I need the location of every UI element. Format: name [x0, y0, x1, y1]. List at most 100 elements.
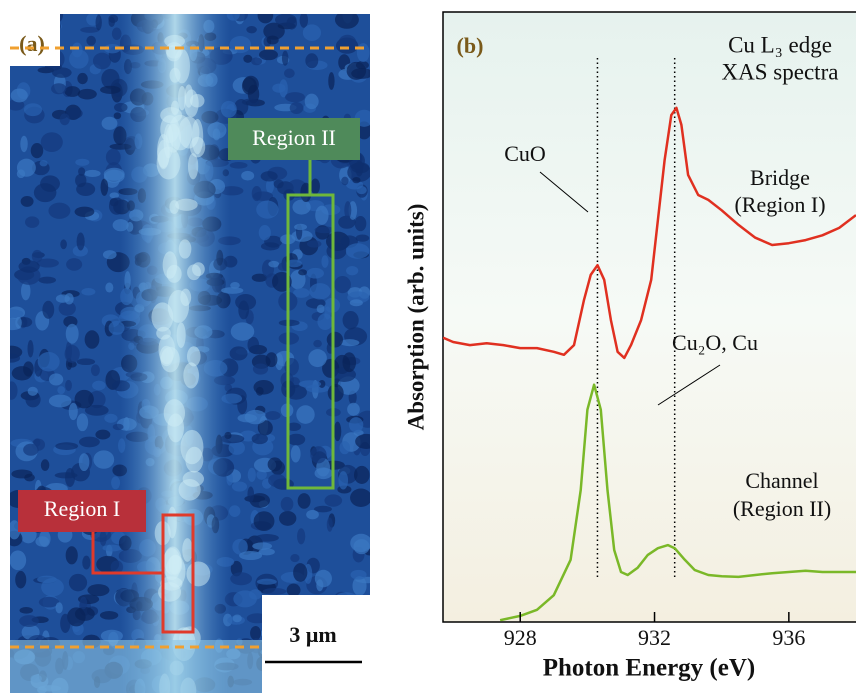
texture — [334, 422, 342, 442]
texture — [242, 99, 259, 106]
texture — [347, 403, 360, 416]
texture — [297, 528, 305, 544]
texture — [259, 225, 271, 240]
x-tick-label: 928 — [504, 625, 537, 650]
texture — [247, 486, 254, 502]
figure: (a) Region II Region I 3 μm (b) Cu L₃ ed… — [0, 0, 856, 693]
texture — [171, 101, 179, 115]
texture — [87, 584, 109, 596]
legend-label: Bridge — [750, 165, 810, 190]
texture — [186, 561, 210, 586]
texture — [296, 405, 314, 424]
texture — [251, 57, 262, 65]
texture — [102, 545, 121, 552]
texture — [256, 201, 278, 219]
texture — [315, 226, 335, 233]
texture — [179, 479, 201, 501]
texture — [19, 607, 32, 614]
texture — [41, 132, 63, 152]
texture — [85, 330, 100, 348]
texture — [82, 556, 90, 570]
texture — [335, 11, 359, 29]
texture — [109, 192, 119, 198]
texture — [252, 542, 272, 549]
texture — [190, 137, 205, 158]
texture — [92, 381, 106, 391]
texture — [84, 170, 100, 177]
texture — [184, 84, 193, 107]
texture — [338, 471, 348, 489]
region-label: Region I — [44, 496, 120, 521]
texture — [287, 17, 298, 30]
texture — [343, 311, 359, 330]
texture — [263, 588, 287, 595]
texture — [75, 159, 89, 166]
texture — [310, 446, 326, 463]
texture — [303, 24, 321, 41]
texture — [357, 43, 370, 62]
texture — [355, 216, 367, 231]
texture — [253, 363, 268, 374]
panel-label: (b) — [457, 33, 484, 58]
texture — [324, 494, 342, 506]
texture — [77, 73, 87, 84]
texture — [352, 177, 360, 183]
texture — [27, 340, 33, 357]
texture — [164, 124, 174, 158]
texture — [307, 240, 322, 247]
texture — [250, 626, 261, 640]
texture — [75, 390, 94, 409]
texture — [292, 200, 310, 215]
texture — [42, 301, 54, 319]
texture — [104, 414, 117, 423]
texture — [15, 571, 26, 589]
texture — [163, 251, 178, 278]
legend-label: Channel — [745, 468, 818, 493]
texture — [177, 322, 186, 348]
y-axis-label: Absorption (arb. units) — [403, 204, 428, 431]
texture — [290, 102, 304, 114]
texture — [100, 86, 121, 94]
texture — [255, 534, 279, 542]
texture — [254, 511, 275, 531]
texture — [69, 574, 87, 591]
texture — [282, 51, 288, 66]
texture — [272, 84, 285, 93]
texture — [35, 536, 49, 546]
texture — [17, 159, 36, 177]
texture — [65, 380, 72, 391]
texture — [96, 15, 102, 31]
texture — [100, 611, 118, 620]
texture — [179, 239, 192, 258]
texture — [60, 113, 70, 125]
texture — [79, 437, 100, 448]
texture — [100, 531, 107, 546]
texture — [37, 576, 57, 584]
texture — [231, 322, 255, 340]
texture — [315, 570, 332, 588]
texture — [192, 262, 205, 276]
texture — [315, 206, 328, 225]
texture — [290, 554, 299, 562]
texture — [166, 42, 183, 59]
texture — [346, 243, 370, 259]
texture — [183, 362, 199, 388]
texture — [353, 539, 369, 554]
texture — [267, 35, 279, 44]
texture — [91, 364, 100, 376]
texture — [258, 7, 274, 23]
texture — [11, 469, 32, 478]
texture — [232, 481, 247, 491]
texture — [324, 306, 330, 319]
panel-label: (a) — [19, 31, 45, 56]
texture — [108, 15, 118, 23]
texture — [55, 472, 78, 478]
texture — [69, 49, 88, 68]
texture — [105, 283, 113, 293]
texture — [341, 177, 348, 186]
texture — [294, 224, 307, 230]
plot-background — [443, 12, 856, 622]
texture — [334, 276, 351, 293]
texture — [11, 89, 28, 103]
texture — [3, 354, 20, 363]
